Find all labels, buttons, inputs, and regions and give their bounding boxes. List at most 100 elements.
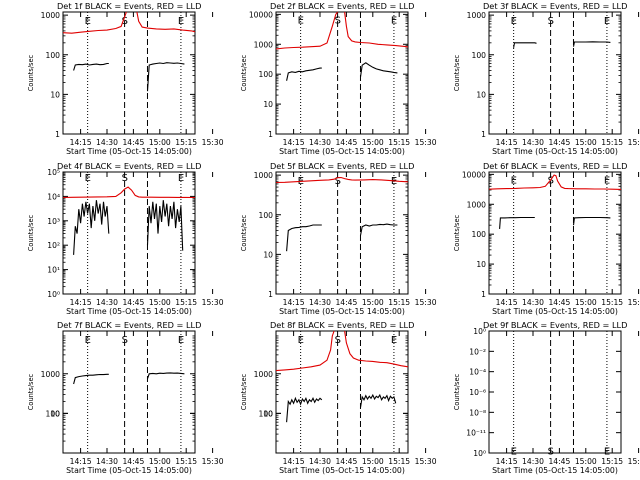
events-series-line <box>286 62 398 81</box>
x-axis-label: Start Time (05-Oct-15 14:05:00) <box>66 147 192 156</box>
panel-title: Det 8f BLACK = Events, RED = LLD <box>270 320 414 330</box>
y-tick-label: 1000 <box>254 40 273 49</box>
panel-title: Det 9f BLACK = Events, RED = LLD <box>483 320 627 330</box>
plot-frame <box>62 330 196 454</box>
x-tick-label: 14:45 <box>335 298 357 307</box>
plot-frame <box>62 11 196 135</box>
marker-label: E <box>604 175 610 186</box>
y-tick-label: 10 <box>50 409 60 418</box>
x-tick-label: 14:45 <box>122 138 144 147</box>
marker-label: E <box>604 447 610 458</box>
y-tick-label: 100 <box>472 230 487 239</box>
y-tick-label: 10³ <box>47 217 60 226</box>
y-tick-label: 1000 <box>254 370 273 379</box>
lld-series-line <box>275 176 409 184</box>
x-tick-label: 14:45 <box>122 298 144 307</box>
panel-title: Det 2f BLACK = Events, RED = LLD <box>270 1 414 11</box>
y-tick-label: 10 <box>476 90 486 99</box>
y-axis-label: Counts/sec <box>453 54 461 91</box>
lld-series-line <box>62 186 196 199</box>
events-series-line <box>286 393 397 423</box>
y-tick-label: 100 <box>259 409 274 418</box>
x-tick-label: 14:30 <box>309 298 331 307</box>
x-tick-label: 15:30 <box>628 138 640 147</box>
y-tick-label: 10⁰ <box>473 327 486 336</box>
y-tick-label: 100 <box>259 211 274 220</box>
events-series-line <box>286 223 398 252</box>
marker-label: E <box>511 447 517 458</box>
x-tick-label: 15:00 <box>575 457 597 466</box>
marker-label: S <box>335 15 341 26</box>
y-tick-label: 1 <box>481 130 486 139</box>
x-tick-label: 15:15 <box>601 298 623 307</box>
x-tick-label: 15:00 <box>575 298 597 307</box>
y-axis-label: Counts/sec <box>27 54 35 91</box>
panel-det-6: Det 6f BLACK = Events, RED = LLD 1 10 100 10… <box>453 161 640 316</box>
events-series-line <box>73 200 184 255</box>
y-tick-label: 1 <box>55 130 60 139</box>
x-tick-label: 15:15 <box>388 298 410 307</box>
panel-det-9: Det 9f BLACK = Events, RED = LLD10⁰10⁻¹¹… <box>453 320 640 475</box>
x-tick-label: 15:30 <box>415 138 437 147</box>
y-axis-label: Counts/sec <box>240 373 248 410</box>
y-axis-label: Counts/sec <box>240 54 248 91</box>
x-tick-label: 14:30 <box>96 298 118 307</box>
marker-label: E <box>85 335 91 346</box>
marker-label: E <box>511 16 517 27</box>
plot-frame <box>275 171 409 295</box>
x-axis-label: Start Time (05-Oct-15 14:05:00) <box>492 147 618 156</box>
panel-det-4: Det 4f BLACK = Events, RED = LLD 10⁰ 10¹ 10… <box>27 161 224 316</box>
x-tick-label: 14:30 <box>96 138 118 147</box>
x-tick-label: 14:15 <box>70 298 92 307</box>
panel-det-3: Det 3f BLACK = Events, RED = LLD 1 10 100 10… <box>453 1 640 156</box>
marker-label: E <box>391 15 397 26</box>
panel-det-1: Det 1f BLACK = Events, RED = LLD 1 10 100 10… <box>27 1 224 156</box>
panel-det-5: Det 5f BLACK = Events, RED = LLD 1 10 100 10… <box>240 161 437 316</box>
marker-label: E <box>85 16 91 27</box>
x-tick-label: 15:30 <box>415 298 437 307</box>
events-series-line <box>513 41 611 48</box>
y-tick-label: 10⁻⁶ <box>469 388 486 397</box>
x-tick-label: 15:30 <box>628 298 640 307</box>
y-tick-label: 10⁵ <box>47 168 60 177</box>
x-tick-label: 15:00 <box>149 457 171 466</box>
panel-title: Det 7f BLACK = Events, RED = LLD <box>57 320 201 330</box>
marker-label: E <box>511 175 517 186</box>
x-axis-label: Start Time (05-Oct-15 14:05:00) <box>279 466 405 475</box>
x-tick-label: 14:15 <box>283 138 305 147</box>
x-tick-label: 15:30 <box>415 457 437 466</box>
plot-frame <box>488 11 622 135</box>
y-tick-label: 1000 <box>467 11 486 20</box>
plot-frame <box>488 330 622 454</box>
y-tick-label: 1 <box>268 130 273 139</box>
y-tick-label: 100 <box>46 51 61 60</box>
y-tick-label: 1000 <box>41 370 60 379</box>
marker-label: S <box>548 16 554 27</box>
marker-label: E <box>298 15 304 26</box>
x-tick-label: 14:45 <box>548 298 570 307</box>
x-tick-label: 15:15 <box>175 457 197 466</box>
x-tick-label: 15:30 <box>202 138 224 147</box>
x-tick-label: 15:15 <box>601 457 623 466</box>
x-tick-label: 14:15 <box>496 138 518 147</box>
lld-series-line <box>275 11 409 50</box>
y-tick-label: 10 <box>263 409 273 418</box>
marker-label: S <box>548 447 554 458</box>
y-tick-label: 100 <box>472 51 487 60</box>
x-tick-label: 15:30 <box>202 298 224 307</box>
events-series-line <box>73 372 185 385</box>
x-axis-label: Start Time (05-Oct-15 14:05:00) <box>66 307 192 316</box>
marker-label: S <box>335 335 341 346</box>
y-axis-label: Counts/sec <box>27 214 35 251</box>
x-tick-label: 14:45 <box>548 457 570 466</box>
y-tick-label: 10⁻⁸ <box>469 408 486 417</box>
y-axis-label: Counts/sec <box>27 373 35 410</box>
x-tick-label: 14:30 <box>522 457 544 466</box>
x-tick-label: 15:30 <box>628 457 640 466</box>
x-tick-label: 14:45 <box>548 138 570 147</box>
x-axis-label: Start Time (05-Oct-15 14:05:00) <box>492 466 618 475</box>
y-axis-label: Counts/sec <box>453 373 461 410</box>
panel-title: Det 5f BLACK = Events, RED = LLD <box>270 161 414 171</box>
marker-label: E <box>178 335 184 346</box>
